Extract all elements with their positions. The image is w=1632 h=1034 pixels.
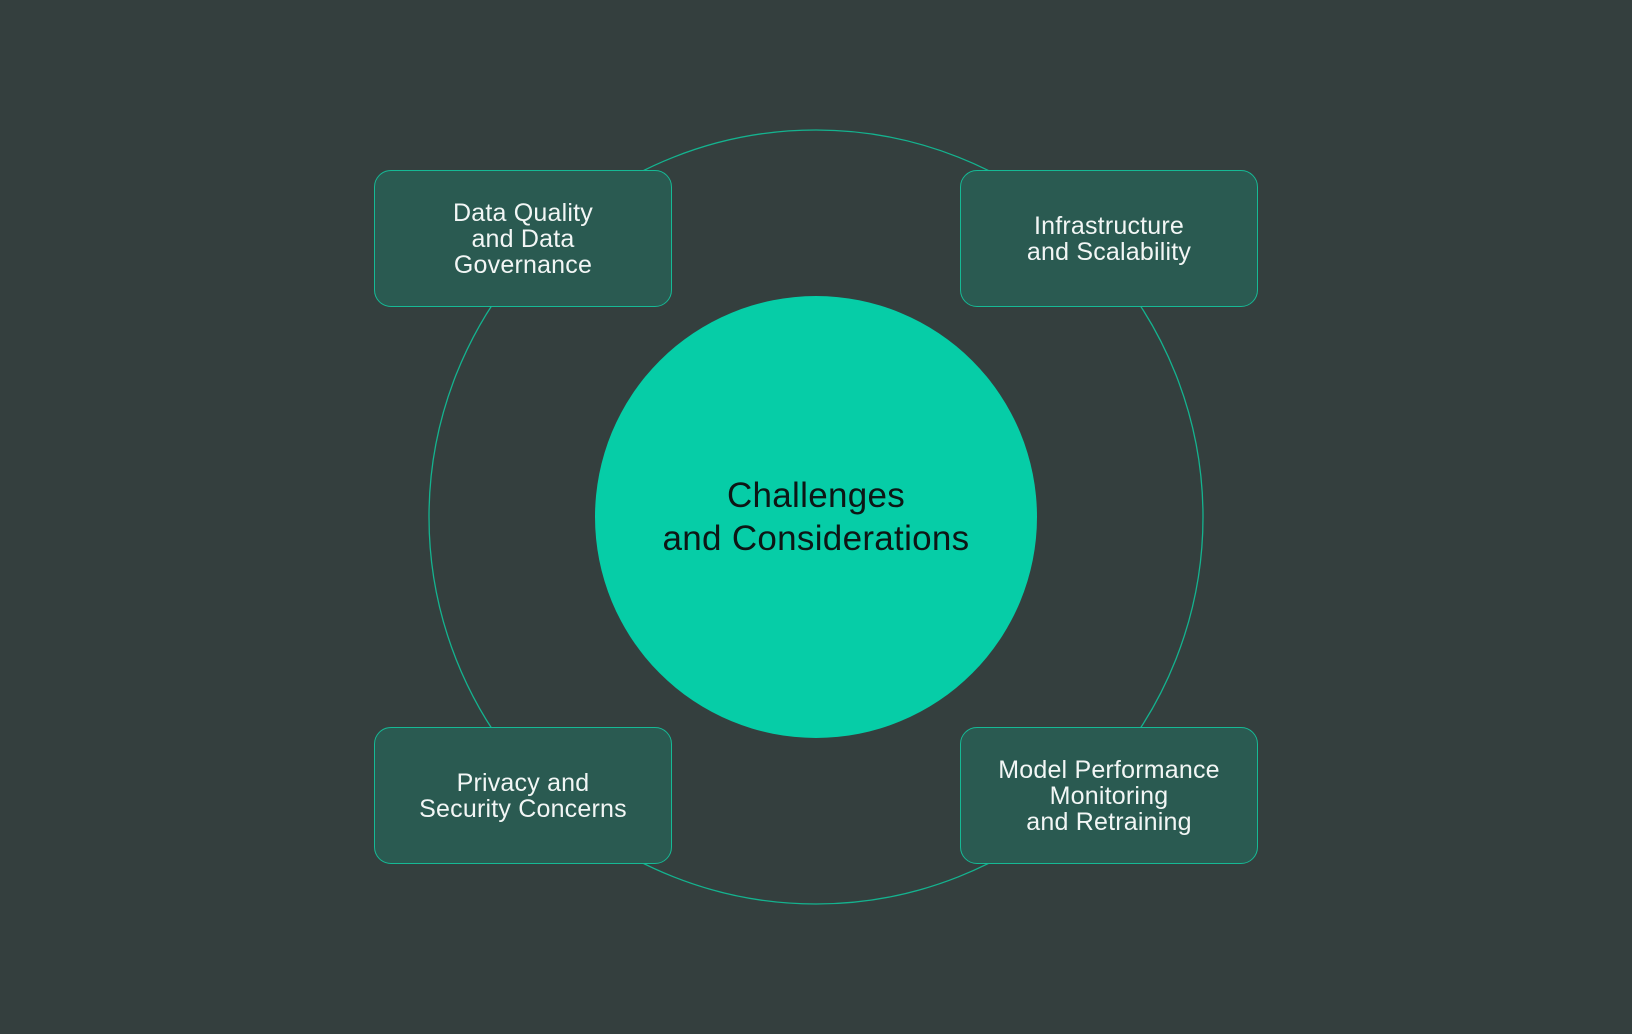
node-privacy-security-line-1: Privacy and bbox=[456, 768, 590, 797]
outer-ring-circle bbox=[428, 129, 1204, 905]
center-topic-line-1: Challenges bbox=[726, 476, 906, 515]
node-model-performance-line-2: Monitoring bbox=[1049, 781, 1169, 810]
center-topic-circle: Challenges and Considerations bbox=[595, 296, 1037, 738]
node-data-quality-line-1: Data Quality bbox=[453, 198, 593, 227]
node-infrastructure-line-1: Infrastructure bbox=[1033, 211, 1185, 240]
node-infrastructure: Infrastructure and Scalability bbox=[960, 170, 1258, 307]
node-data-quality: Data Quality and Data Governance bbox=[374, 170, 672, 307]
node-infrastructure-line-2: and Scalability bbox=[1026, 237, 1192, 266]
node-privacy-security: Privacy and Security Concerns bbox=[374, 727, 672, 864]
node-data-quality-line-2: and Data bbox=[471, 224, 575, 253]
node-model-performance: Model Performance Monitoring and Retrain… bbox=[960, 727, 1258, 864]
node-model-performance-line-3: and Retraining bbox=[1026, 807, 1192, 836]
node-data-quality-line-3: Governance bbox=[453, 250, 593, 279]
node-model-performance-line-1: Model Performance bbox=[998, 755, 1220, 784]
node-privacy-security-line-2: Security Concerns bbox=[419, 794, 627, 823]
center-topic-line-2: and Considerations bbox=[662, 519, 970, 558]
